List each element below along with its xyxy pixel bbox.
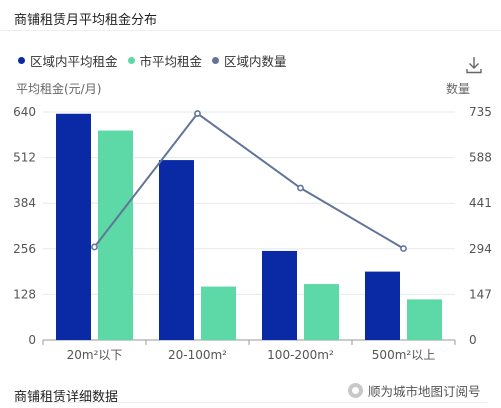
bar (304, 284, 339, 340)
legend-item-area-avg-rent[interactable]: 区域内平均租金 (18, 51, 118, 70)
bar (56, 113, 91, 340)
y-tick-left-label: 512 (13, 151, 36, 165)
download-icon[interactable] (465, 56, 483, 74)
section-title-detail-data: 商铺租赁详细数据 (14, 390, 119, 405)
y-tick-right-label: 294 (469, 242, 492, 256)
x-tick-label: 20-100m² (168, 348, 227, 362)
line-point (194, 110, 201, 117)
legend-item-area-count[interactable]: 区域内数量 (212, 51, 287, 70)
y-tick-right-label: 0 (469, 333, 477, 347)
line-series (93, 112, 405, 250)
legend: 区域内平均租金 市平均租金 区域内数量 (18, 51, 297, 70)
chart-title: 商铺租赁月平均租金分布 (14, 13, 158, 28)
bar (407, 299, 442, 340)
bar (262, 250, 297, 340)
legend-label: 市平均租金 (139, 54, 203, 69)
bar (365, 271, 400, 340)
wechat-icon (348, 383, 363, 398)
x-tick-label: 500m²以上 (372, 348, 435, 362)
y-axis-right-title: 数量 (446, 82, 471, 96)
y-axis-left-title: 平均租金(元/月) (16, 82, 102, 96)
x-tick-label: 100-200m² (267, 348, 334, 362)
legend-marker (127, 57, 135, 64)
y-tick-right-label: 147 (469, 287, 492, 301)
y-tick-right-label: 588 (469, 151, 492, 165)
legend-marker (18, 57, 25, 64)
bar (159, 160, 194, 340)
title-divider (0, 30, 501, 31)
legend-item-city-avg-rent[interactable]: 市平均租金 (127, 51, 203, 70)
line-point (400, 245, 407, 252)
line-point (297, 184, 304, 192)
x-tick-label: 20m²以下 (67, 348, 123, 362)
y-tick-right-label: 735 (469, 105, 492, 119)
line-point (91, 243, 98, 251)
watermark: 顺为城市地图订阅号 (348, 381, 481, 400)
bar (201, 286, 236, 340)
y-tick-right-label: 441 (469, 196, 492, 210)
legend-label: 区域内平均租金 (30, 54, 118, 69)
y-tick-left-label: 384 (13, 196, 36, 210)
legend-marker (212, 57, 220, 64)
y-tick-left-label: 0 (28, 333, 36, 347)
legend-label: 区域内数量 (224, 54, 287, 69)
y-tick-left-label: 128 (13, 287, 36, 301)
y-tick-left-label: 640 (13, 105, 36, 119)
watermark-text: 顺为城市地图订阅号 (368, 384, 481, 399)
footer-divider (14, 402, 487, 403)
y-tick-left-label: 256 (13, 242, 36, 256)
